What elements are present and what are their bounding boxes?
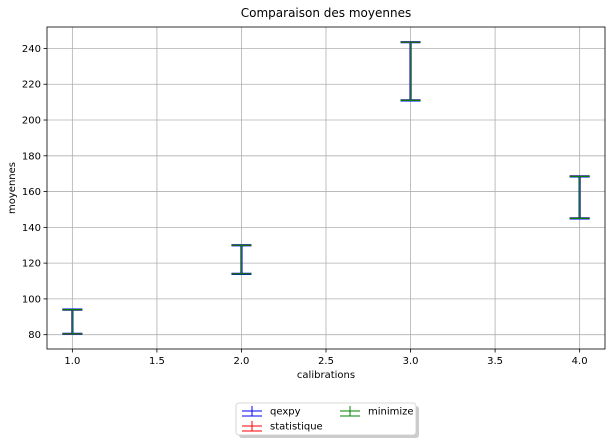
x-axis: 1.0 1.5 2.0 2.5 3.0 3.5 4.0 — [64, 349, 588, 367]
y-tick-label: 100 — [22, 294, 41, 305]
y-tick-label: 140 — [22, 223, 41, 234]
y-tick-label: 160 — [22, 187, 41, 198]
x-tick-label: 1.0 — [64, 356, 80, 367]
grid-layer — [47, 27, 605, 349]
y-tick-label: 240 — [22, 44, 41, 55]
x-tick-label: 3.0 — [403, 356, 419, 367]
x-axis-label: calibrations — [297, 370, 355, 381]
y-tick-label: 120 — [22, 259, 41, 270]
x-tick-label: 4.0 — [572, 356, 588, 367]
legend-label-minimize: minimize — [368, 407, 414, 418]
data-layer — [62, 41, 590, 335]
y-tick-label: 80 — [28, 330, 41, 341]
x-tick-label: 3.5 — [487, 356, 503, 367]
x-tick-label: 2.0 — [234, 356, 250, 367]
x-tick-label: 1.5 — [149, 356, 165, 367]
legend-item-qexpy: qexpy — [242, 406, 301, 418]
legend-item-minimize: minimize — [340, 406, 414, 418]
series-minimize — [62, 41, 590, 335]
legend-items: qexpy statistique minimize — [242, 406, 414, 433]
y-tick-label: 180 — [22, 151, 41, 162]
y-axis: 80 100 120 140 160 180 200 220 240 — [22, 44, 47, 341]
y-axis-label: moyennes — [7, 162, 18, 214]
y-tick-label: 200 — [22, 116, 41, 127]
x-tick-label: 2.5 — [318, 356, 334, 367]
legend-label-qexpy: qexpy — [270, 407, 301, 418]
legend-label-statistique: statistique — [270, 422, 323, 433]
chart-title: Comparaison des moyennes — [241, 6, 411, 20]
legend-box — [235, 402, 417, 436]
y-tick-label: 220 — [22, 80, 41, 91]
legend-item-statistique: statistique — [242, 421, 323, 433]
legend: qexpy statistique minimize — [235, 402, 419, 438]
